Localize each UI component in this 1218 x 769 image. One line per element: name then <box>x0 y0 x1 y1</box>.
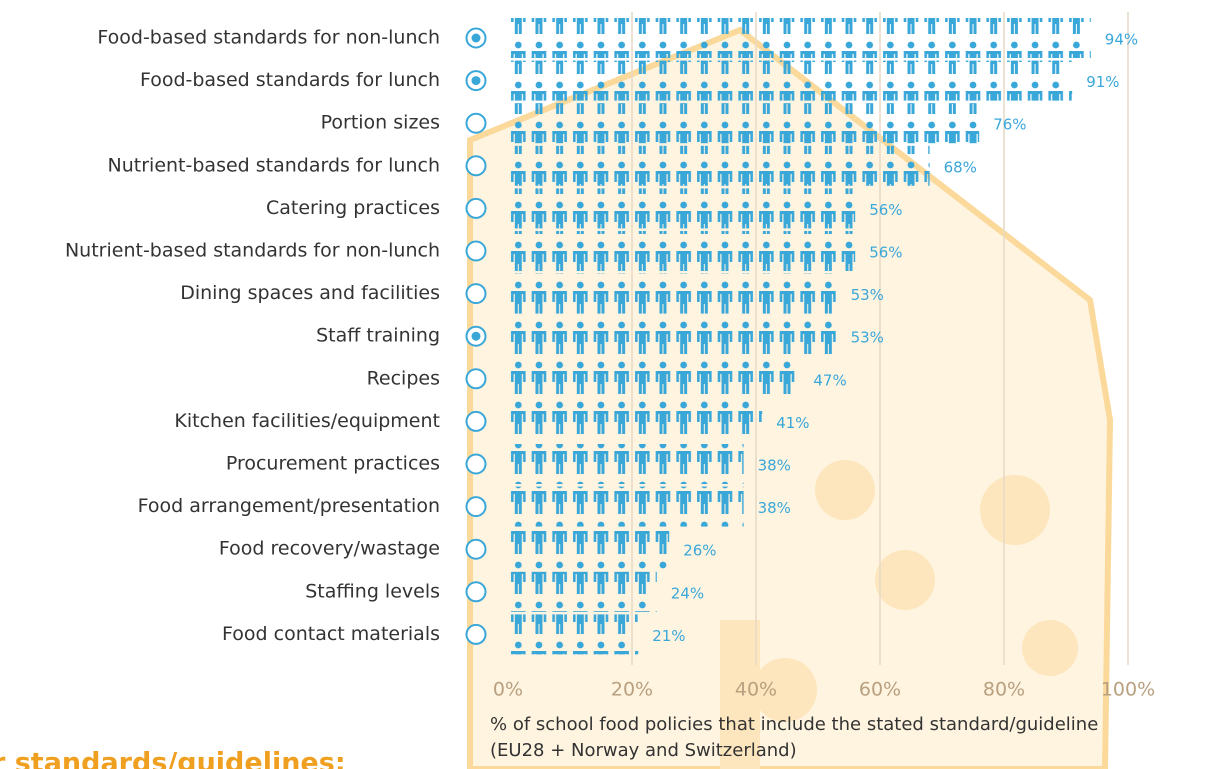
radio-button[interactable] <box>465 581 487 603</box>
value-label: 91% <box>1086 73 1119 91</box>
pictogram-bar <box>508 103 980 144</box>
category-label: Staffing levels <box>305 580 440 602</box>
x-axis-label: (EU28 + Norway and Switzerland) <box>490 740 797 761</box>
value-label: 76% <box>993 116 1026 134</box>
radio-dot <box>471 331 481 341</box>
radio-button[interactable] <box>465 240 487 262</box>
value-label: 26% <box>683 542 716 560</box>
x-tick-label: 100% <box>1101 679 1155 701</box>
x-tick-label: 0% <box>493 679 523 701</box>
pictogram-bar <box>508 614 639 655</box>
x-axis-label: % of school food policies that include t… <box>490 714 1098 735</box>
category-label: Food arrangement/presentation <box>138 495 440 517</box>
pictogram-bar <box>508 60 1073 101</box>
x-tick-label: 60% <box>859 679 901 701</box>
pictogram-bar <box>508 231 856 271</box>
radio-button[interactable] <box>465 283 487 305</box>
pictogram-bar <box>508 188 856 229</box>
pictogram-bar <box>508 358 800 399</box>
radio-button[interactable] <box>465 368 487 390</box>
radio-dot <box>471 33 481 43</box>
radio-button[interactable] <box>465 410 487 432</box>
pictogram-bar <box>508 401 763 442</box>
pictogram-bar <box>508 571 657 612</box>
category-label: Portion sizes <box>321 112 440 134</box>
radio-button[interactable] <box>465 623 487 645</box>
value-label: 56% <box>869 244 902 262</box>
value-label: 41% <box>776 414 809 432</box>
value-label: 21% <box>652 627 685 645</box>
value-label: 24% <box>671 584 704 602</box>
footer-heading: r standards/guidelines: <box>0 748 346 769</box>
radio-button[interactable] <box>465 496 487 518</box>
category-label: Food-based standards for non-lunch <box>97 27 440 49</box>
value-label: 68% <box>944 158 977 176</box>
category-label: Staff training <box>316 325 440 347</box>
pictogram-bar <box>508 529 670 570</box>
pictogram-bar <box>508 316 837 357</box>
radio-button[interactable] <box>465 155 487 177</box>
category-label: Procurement practices <box>226 453 440 475</box>
pictogram-bar <box>508 145 930 186</box>
value-label: 56% <box>869 201 902 219</box>
value-label: 38% <box>758 499 791 517</box>
rows: Food-based standards for non-lunch 94% Foo… <box>65 18 1138 655</box>
category-label: Kitchen facilities/equipment <box>174 410 440 432</box>
pictogram-bar <box>508 18 1091 58</box>
category-label: Recipes <box>367 367 440 389</box>
value-label: 38% <box>758 457 791 475</box>
category-label: Nutrient-based standards for non-lunch <box>65 240 440 262</box>
category-label: Food-based standards for lunch <box>140 69 440 91</box>
x-tick-label: 40% <box>735 679 777 701</box>
x-tick-label: 80% <box>983 679 1025 701</box>
category-label: Nutrient-based standards for lunch <box>108 154 440 176</box>
pictogram-bar <box>508 444 744 484</box>
category-label: Catering practices <box>266 197 440 219</box>
pictogram-bar <box>508 273 837 314</box>
value-label: 53% <box>851 286 884 304</box>
category-label: Dining spaces and facilities <box>180 282 440 304</box>
category-label: Food recovery/wastage <box>219 538 440 560</box>
value-label: 47% <box>813 371 846 389</box>
radio-dot <box>471 76 481 86</box>
value-label: 53% <box>851 329 884 347</box>
radio-button[interactable] <box>465 197 487 219</box>
radio-button[interactable] <box>465 538 487 560</box>
radio-button[interactable] <box>465 453 487 475</box>
category-label: Food contact materials <box>222 623 440 645</box>
radio-button[interactable] <box>465 112 487 134</box>
x-tick-label: 20% <box>611 679 653 701</box>
value-label: 94% <box>1105 31 1138 49</box>
pictogram-bar <box>508 486 744 527</box>
